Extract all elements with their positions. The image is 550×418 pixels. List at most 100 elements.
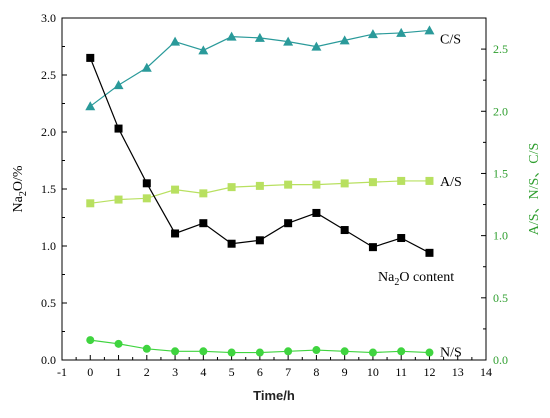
data-point	[311, 41, 322, 51]
x-tick-label: 2	[144, 365, 150, 379]
x-tick-label: 10	[367, 365, 379, 379]
data-point	[142, 344, 151, 353]
plot-frame	[61, 17, 487, 361]
data-point	[199, 347, 208, 356]
data-point	[255, 236, 264, 245]
x-axis-title: Time/h	[253, 388, 295, 403]
data-point	[171, 185, 180, 194]
data-point	[340, 347, 349, 356]
data-point	[425, 176, 434, 185]
data-point	[368, 178, 377, 187]
x-tick-label: 3	[172, 365, 178, 379]
y-left-tick-label: 1.5	[41, 182, 56, 196]
data-point	[114, 195, 123, 204]
data-point	[142, 194, 151, 203]
x-tick-label: 4	[200, 365, 206, 379]
data-point	[283, 36, 294, 46]
label-na2o: Na2O content	[378, 270, 454, 288]
data-point	[284, 180, 293, 189]
label-as: A/S	[440, 175, 462, 190]
data-point	[424, 25, 435, 35]
x-tick-label: 7	[285, 365, 291, 379]
series-na2o-content	[86, 53, 434, 257]
data-point	[425, 248, 434, 257]
x-tick-label: 13	[452, 365, 464, 379]
data-point	[86, 53, 95, 62]
data-point	[198, 45, 209, 55]
x-tick-label: -1	[57, 365, 67, 379]
data-point	[340, 226, 349, 235]
data-point	[312, 346, 321, 355]
data-point	[340, 179, 349, 188]
data-point	[396, 27, 407, 37]
x-tick-label: 11	[395, 365, 407, 379]
data-point	[199, 219, 208, 228]
y-left-title-rest: O/%	[11, 165, 26, 191]
data-point	[368, 243, 377, 252]
label-cs: C/S	[440, 32, 461, 47]
data-point	[367, 29, 378, 39]
data-point	[170, 36, 181, 46]
x-tick-label: 0	[87, 365, 93, 379]
y-left-title-main: Na	[11, 195, 26, 212]
data-point	[284, 219, 293, 228]
ticks: -1 0 1 2 3 4 5 6 7 8 9 10 11 12 13 140.00.51.01.52.02.5…	[41, 11, 508, 379]
y-right-axis-title: A/S、N/S、C/S	[527, 143, 542, 236]
label-na2o-main: Na	[378, 270, 395, 285]
data-point	[171, 347, 180, 356]
data-point	[254, 32, 265, 42]
data-point	[141, 62, 152, 72]
x-tick-label: 12	[423, 365, 435, 379]
x-tick-label: 6	[257, 365, 263, 379]
y-right-tick-label: 0.5	[493, 291, 508, 305]
data-point	[397, 176, 406, 185]
y-right-tick-label: 1.5	[493, 166, 508, 180]
data-point	[86, 336, 95, 345]
x-tick-label: 14	[480, 365, 492, 379]
data-point	[114, 124, 123, 133]
data-point	[227, 239, 236, 248]
y-left-title-sub: 2	[18, 191, 29, 196]
x-tick-label: 8	[313, 365, 319, 379]
series-line	[89, 57, 430, 254]
data-point	[397, 347, 406, 356]
data-point	[171, 229, 180, 238]
y-left-tick-label: 0.5	[41, 296, 56, 310]
y-left-tick-label: 1.0	[41, 239, 56, 253]
x-tick-label: 1	[116, 365, 122, 379]
data-point	[113, 80, 124, 90]
y-left-axis-title: Na2O/%	[11, 165, 29, 212]
y-right-tick-label: 0.0	[493, 353, 508, 367]
data-point	[199, 189, 208, 198]
x-tick-label: 9	[342, 365, 348, 379]
data-point	[425, 348, 434, 357]
data-point	[142, 179, 151, 188]
data-point	[227, 348, 236, 357]
data-point	[226, 31, 237, 41]
data-point	[255, 348, 264, 357]
series-c-s	[85, 25, 435, 111]
y-left-tick-label: 0.0	[41, 353, 56, 367]
y-right-tick-label: 1.0	[493, 229, 508, 243]
label-na2o-sub: 2	[394, 277, 399, 288]
data-point	[312, 208, 321, 217]
data-point	[312, 180, 321, 189]
series-group	[85, 25, 435, 357]
y-left-tick-label: 3.0	[41, 11, 56, 25]
data-point	[227, 183, 236, 192]
data-point	[368, 348, 377, 357]
data-point	[339, 35, 350, 45]
label-ns: N/S	[440, 346, 462, 361]
y-right-tick-label: 2.0	[493, 104, 508, 118]
series-a-s	[86, 176, 434, 208]
data-point	[86, 199, 95, 208]
data-point	[85, 101, 96, 111]
y-right-tick-label: 2.5	[493, 42, 508, 56]
data-point	[255, 181, 264, 190]
label-na2o-rest: O content	[399, 270, 454, 285]
x-tick-label: 5	[229, 365, 235, 379]
series-n-s	[86, 336, 434, 357]
data-point	[397, 234, 406, 243]
